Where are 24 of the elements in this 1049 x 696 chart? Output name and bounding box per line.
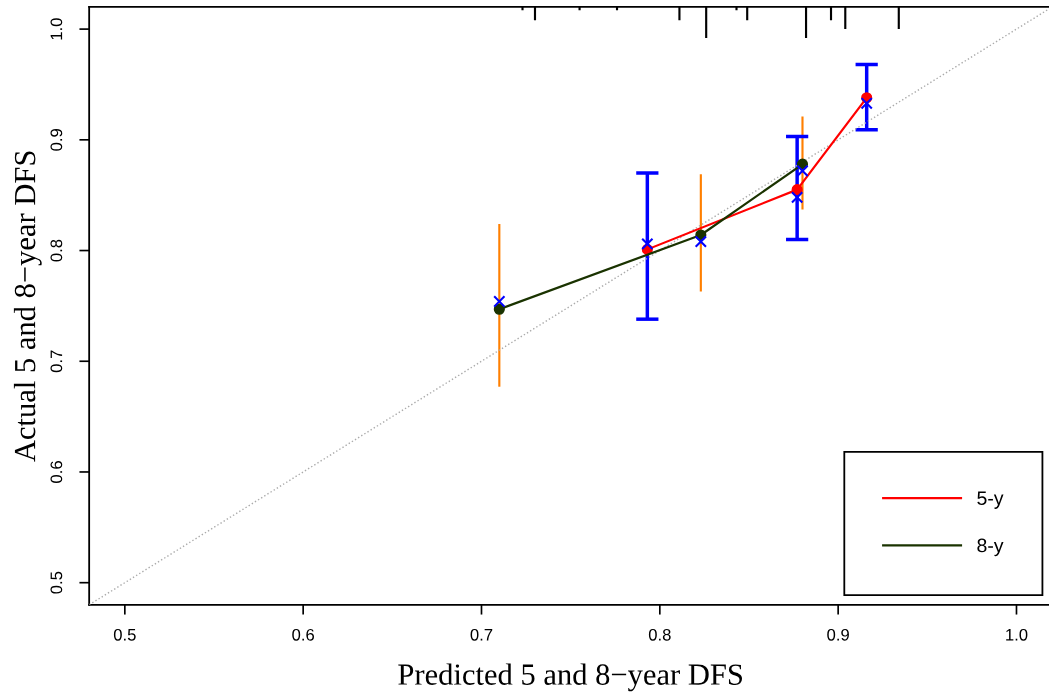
point xyxy=(694,235,708,248)
x-tick-label: 0.5 xyxy=(113,628,136,641)
x-tick-label: 1.0 xyxy=(1006,628,1028,641)
y-tick-label: 0.6 xyxy=(50,461,63,483)
point xyxy=(641,237,654,251)
point xyxy=(796,164,809,178)
point xyxy=(860,97,873,110)
y-tick-label: 1.0 xyxy=(50,18,63,40)
legend-label: 5-y xyxy=(977,491,1004,509)
x-axis-title: Predicted 5 and 8−year DFS xyxy=(398,663,742,692)
x-tick-label: 0.7 xyxy=(470,628,493,641)
point xyxy=(493,295,506,308)
point xyxy=(493,303,505,315)
y-tick-label: 0.7 xyxy=(50,350,63,373)
x-tick-label: 0.8 xyxy=(648,628,671,641)
x-tick-label: 0.6 xyxy=(292,628,315,641)
point xyxy=(790,191,804,204)
legend-label: 8-y xyxy=(977,538,1004,557)
y-axis-title: Actual 5 and 8−year DFS xyxy=(13,151,42,462)
x-tick-label: 0.9 xyxy=(827,628,849,641)
point xyxy=(791,184,803,196)
y-tick-label: 0.8 xyxy=(50,239,63,262)
y-tick-label: 0.9 xyxy=(50,129,63,151)
y-tick-label: 0.5 xyxy=(50,571,63,594)
